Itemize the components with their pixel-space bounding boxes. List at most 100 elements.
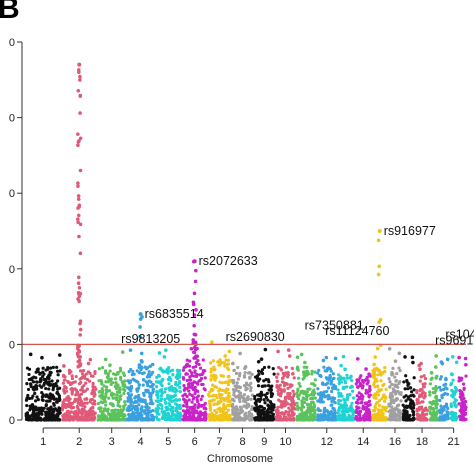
data-point bbox=[429, 405, 433, 409]
data-point bbox=[47, 387, 51, 391]
data-point bbox=[108, 363, 112, 367]
data-point bbox=[380, 414, 384, 418]
peak-point bbox=[76, 297, 80, 301]
data-point bbox=[149, 397, 153, 401]
data-point bbox=[224, 358, 228, 362]
data-point bbox=[162, 411, 166, 416]
snp-label: rs9813205 bbox=[121, 332, 180, 346]
data-point bbox=[213, 415, 217, 419]
data-point bbox=[198, 378, 202, 382]
data-point bbox=[300, 401, 304, 405]
data-point bbox=[133, 406, 137, 410]
data-point bbox=[118, 414, 122, 418]
data-point bbox=[212, 402, 216, 407]
data-point bbox=[187, 385, 191, 389]
data-point bbox=[256, 384, 261, 388]
data-point bbox=[201, 382, 205, 387]
data-point bbox=[411, 406, 416, 410]
data-point bbox=[107, 396, 111, 400]
data-point bbox=[35, 395, 39, 399]
data-point bbox=[113, 385, 118, 389]
data-point bbox=[222, 398, 227, 402]
data-point bbox=[283, 401, 287, 406]
data-point bbox=[350, 379, 354, 383]
data-point bbox=[265, 391, 269, 395]
data-point bbox=[148, 385, 153, 389]
data-point bbox=[256, 379, 260, 383]
data-point bbox=[451, 395, 455, 399]
data-point bbox=[128, 394, 132, 398]
data-point bbox=[423, 391, 427, 396]
data-point bbox=[303, 360, 307, 365]
data-point bbox=[225, 413, 230, 418]
data-point bbox=[333, 356, 338, 361]
x-axis-title: Chromosome bbox=[207, 453, 273, 465]
data-point bbox=[366, 416, 370, 420]
data-point bbox=[449, 381, 454, 385]
data-point bbox=[48, 392, 52, 396]
data-point bbox=[63, 375, 67, 379]
x-tick-label: 16 bbox=[389, 436, 401, 448]
data-point bbox=[309, 393, 313, 397]
data-point bbox=[129, 389, 133, 393]
data-point bbox=[458, 417, 463, 422]
x-tick-label: 18 bbox=[416, 436, 428, 448]
data-point bbox=[55, 400, 59, 404]
data-point bbox=[188, 359, 192, 363]
data-point bbox=[354, 382, 358, 386]
data-point bbox=[439, 404, 443, 408]
data-point bbox=[234, 388, 238, 392]
data-point bbox=[183, 392, 187, 397]
data-point bbox=[269, 410, 273, 414]
data-point bbox=[406, 397, 410, 401]
data-point bbox=[395, 371, 399, 376]
data-point bbox=[127, 404, 131, 408]
data-point bbox=[356, 398, 360, 402]
peak-point bbox=[75, 217, 80, 221]
data-point bbox=[450, 410, 454, 414]
data-point bbox=[184, 399, 188, 403]
data-point bbox=[405, 378, 409, 383]
data-point bbox=[139, 398, 143, 402]
data-point bbox=[165, 417, 169, 422]
data-point bbox=[387, 346, 392, 351]
data-point bbox=[98, 394, 102, 398]
data-point bbox=[27, 372, 31, 377]
data-point bbox=[33, 391, 37, 395]
data-point bbox=[372, 370, 376, 374]
data-point bbox=[239, 406, 243, 410]
data-point bbox=[218, 358, 222, 362]
data-point bbox=[34, 386, 39, 390]
data-point bbox=[70, 376, 75, 381]
data-point bbox=[178, 404, 182, 409]
data-point bbox=[342, 405, 346, 409]
data-point bbox=[415, 401, 419, 406]
data-point bbox=[42, 417, 46, 421]
data-point bbox=[393, 375, 397, 379]
data-point bbox=[316, 371, 320, 375]
data-point bbox=[63, 378, 67, 382]
data-point bbox=[372, 409, 377, 413]
data-point bbox=[430, 402, 434, 406]
data-point bbox=[46, 367, 50, 371]
data-point bbox=[266, 398, 270, 402]
data-point bbox=[350, 407, 354, 411]
data-point bbox=[287, 406, 291, 410]
data-point bbox=[286, 412, 290, 417]
data-point bbox=[122, 404, 126, 408]
data-point bbox=[203, 401, 207, 406]
data-point bbox=[89, 374, 94, 378]
data-point bbox=[373, 405, 377, 409]
data-point bbox=[254, 409, 258, 413]
data-point bbox=[28, 396, 32, 401]
data-point bbox=[342, 377, 346, 381]
data-point bbox=[181, 404, 186, 408]
data-point bbox=[108, 369, 112, 373]
data-point bbox=[305, 402, 310, 406]
data-point bbox=[226, 382, 230, 387]
peak-point bbox=[76, 88, 81, 93]
data-point bbox=[196, 405, 200, 409]
data-point bbox=[358, 381, 362, 386]
data-point bbox=[256, 397, 260, 401]
data-point bbox=[159, 394, 163, 398]
